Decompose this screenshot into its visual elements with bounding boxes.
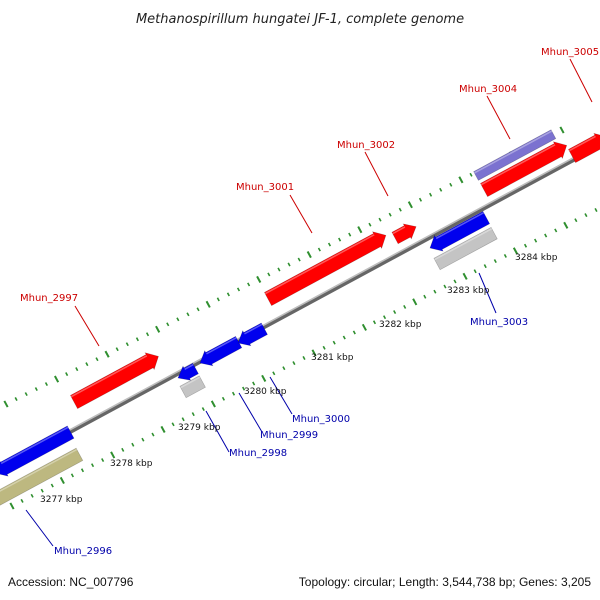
feature-mhun-2998: [177, 362, 199, 381]
leader-line: [364, 151, 389, 197]
leader-line: [478, 272, 497, 314]
scale-label: 3280 kbp: [244, 387, 287, 397]
leader-line: [289, 194, 313, 234]
leader-line: [486, 95, 511, 140]
leader-line: [238, 392, 263, 433]
leader-line: [569, 58, 593, 103]
scale-label: 3278 kbp: [110, 459, 153, 469]
leader-line: [269, 376, 293, 415]
gene-label-mhun-3003[interactable]: Mhun_3003: [470, 317, 528, 328]
genome-summary-text: Topology: circular; Length: 3,544,738 bp…: [299, 575, 592, 589]
gene-label-mhun-2998[interactable]: Mhun_2998: [229, 448, 287, 459]
gene-label-mhun-2999[interactable]: Mhun_2999: [260, 430, 318, 441]
leader-line: [74, 305, 100, 347]
scale-ticks: [3, 126, 598, 510]
feature-mhun-3002: [391, 223, 417, 245]
gene-label-mhun-3001[interactable]: Mhun_3001: [236, 182, 294, 193]
feature-mhun-2999: [199, 335, 243, 367]
feature-mhun-3001: [264, 231, 387, 307]
scale-label: 3281 kbp: [311, 353, 354, 363]
genome-backbone: [0, 142, 600, 473]
feature-mhun-3000: [237, 322, 268, 347]
gene-label-mhun-2996[interactable]: Mhun_2996: [54, 546, 112, 557]
gene-label-mhun-2997[interactable]: Mhun_2997: [20, 293, 78, 304]
scale-label: 3279 kbp: [178, 423, 221, 433]
feature-mhun-3003: [429, 211, 491, 252]
label-leaders: [25, 58, 593, 547]
feature-mhun-3004-domain: [473, 129, 557, 181]
feature-mhun-2996: [0, 425, 75, 477]
gene-label-mhun-3002[interactable]: Mhun_3002: [337, 140, 395, 151]
feature-mhun-3003-rna: [433, 226, 498, 271]
feature-mhun-3005: [568, 132, 600, 164]
feature-mhun-3004: [480, 141, 568, 198]
feature-mhun-2996-rna: [0, 447, 84, 506]
gene-label-mhun-3004[interactable]: Mhun_3004: [459, 84, 517, 95]
scale-label: 3283 kbp: [447, 286, 490, 296]
gene-features: [0, 129, 600, 506]
scale-labels: 3277 kbp 3278 kbp 3279 kbp 3280 kbp 3281 kbp…: [40, 253, 558, 505]
feature-mhun-2998-rna: [179, 375, 206, 399]
scale-label: 3277 kbp: [40, 495, 83, 505]
accession-text: Accession: NC_007796: [8, 575, 134, 589]
tick-row-lower: [9, 208, 598, 510]
map-title: Methanospirillum hungatei JF-1, complete…: [136, 12, 464, 27]
gene-label-mhun-3000[interactable]: Mhun_3000: [292, 414, 350, 425]
feature-mhun-2997: [70, 352, 159, 410]
scale-label: 3282 kbp: [379, 320, 422, 330]
gene-labels: Mhun_2996 Mhun_2997 Mhun_2998 Mhun_2999 Mhun…: [20, 47, 599, 557]
leader-line: [25, 509, 54, 547]
gene-label-mhun-3005[interactable]: Mhun_3005: [541, 47, 599, 58]
scale-label: 3284 kbp: [515, 253, 558, 263]
leader-line: [205, 410, 230, 453]
